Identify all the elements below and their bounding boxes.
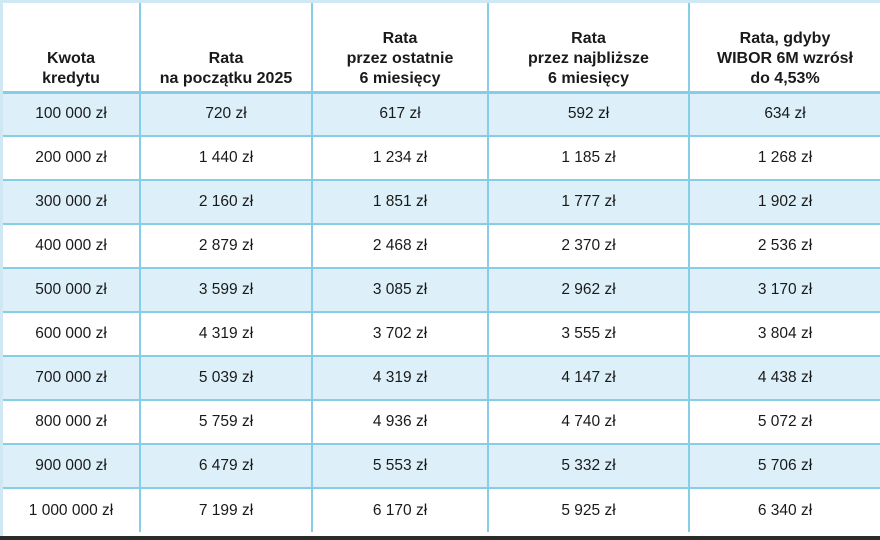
installment-if-wibor-rose-cell: 4 438 zł — [689, 356, 880, 401]
installment-last-6-months-cell: 617 zł — [312, 92, 489, 137]
installment-last-6-months-cell: 4 319 zł — [312, 356, 489, 401]
bottom-divider — [0, 536, 880, 540]
installment-next-6-months-cell: 4 740 zł — [488, 400, 690, 445]
installment-start-2025-cell: 5 039 zł — [140, 356, 313, 401]
installment-last-6-months-cell: 1 234 zł — [312, 136, 489, 181]
header-installment-next-6-months: Rata przez najbliższe 6 miesięcy — [488, 3, 690, 94]
table-header-row: Kwota kredytu Rata na początku 2025 Rata… — [3, 3, 880, 94]
loan-amount-cell: 400 000 zł — [3, 224, 141, 269]
installment-next-6-months-cell: 2 370 zł — [488, 224, 690, 269]
table-row: 200 000 zł 1 440 zł 1 234 zł 1 185 zł 1 268 … — [3, 136, 880, 181]
installment-next-6-months-cell: 2 962 zł — [488, 268, 690, 313]
installment-last-6-months-cell: 6 170 zł — [312, 488, 489, 532]
installment-last-6-months-cell: 2 468 zł — [312, 224, 489, 269]
header-installment-last-6-months: Rata przez ostatnie 6 miesięcy — [312, 3, 489, 94]
installment-start-2025-cell: 3 599 zł — [140, 268, 313, 313]
table-row: 700 000 zł 5 039 zł 4 319 zł 4 147 zł 4 438 … — [3, 356, 880, 401]
table-row: 500 000 zł 3 599 zł 3 085 zł 2 962 zł 3 170 … — [3, 268, 880, 313]
installment-start-2025-cell: 1 440 zł — [140, 136, 313, 181]
installment-next-6-months-cell: 1 777 zł — [488, 180, 690, 225]
table-row: 900 000 zł 6 479 zł 5 553 zł 5 332 zł 5 706 … — [3, 444, 880, 489]
installment-if-wibor-rose-cell: 634 zł — [689, 92, 880, 137]
installment-if-wibor-rose-cell: 5 072 zł — [689, 400, 880, 445]
installment-start-2025-cell: 4 319 zł — [140, 312, 313, 357]
installment-start-2025-cell: 6 479 zł — [140, 444, 313, 489]
installment-start-2025-cell: 5 759 zł — [140, 400, 313, 445]
loan-amount-cell: 500 000 zł — [3, 268, 141, 313]
installment-start-2025-cell: 2 879 zł — [140, 224, 313, 269]
installment-if-wibor-rose-cell: 1 268 zł — [689, 136, 880, 181]
installment-if-wibor-rose-cell: 5 706 zł — [689, 444, 880, 489]
installment-start-2025-cell: 720 zł — [140, 92, 313, 137]
installment-start-2025-cell: 2 160 zł — [140, 180, 313, 225]
installment-next-6-months-cell: 3 555 zł — [488, 312, 690, 357]
installment-table: Kwota kredytu Rata na początku 2025 Rata… — [3, 3, 880, 532]
installment-next-6-months-cell: 5 925 zł — [488, 488, 690, 532]
loan-amount-cell: 600 000 zł — [3, 312, 141, 357]
header-loan-amount: Kwota kredytu — [3, 3, 141, 94]
installment-start-2025-cell: 7 199 zł — [140, 488, 313, 532]
table-body: 100 000 zł 720 zł 617 zł 592 zł 634 zł 200 00… — [3, 92, 880, 532]
loan-amount-cell: 1 000 000 zł — [3, 488, 141, 532]
loan-amount-cell: 800 000 zł — [3, 400, 141, 445]
table-row: 600 000 zł 4 319 zł 3 702 zł 3 555 zł 3 804 … — [3, 312, 880, 357]
loan-amount-cell: 100 000 zł — [3, 92, 141, 137]
installment-next-6-months-cell: 5 332 zł — [488, 444, 690, 489]
installment-last-6-months-cell: 3 085 zł — [312, 268, 489, 313]
installment-if-wibor-rose-cell: 2 536 zł — [689, 224, 880, 269]
installment-if-wibor-rose-cell: 3 170 zł — [689, 268, 880, 313]
installment-if-wibor-rose-cell: 3 804 zł — [689, 312, 880, 357]
installment-next-6-months-cell: 1 185 zł — [488, 136, 690, 181]
installment-last-6-months-cell: 4 936 zł — [312, 400, 489, 445]
loan-amount-cell: 700 000 zł — [3, 356, 141, 401]
table-row: 100 000 zł 720 zł 617 zł 592 zł 634 zł — [3, 92, 880, 137]
table-row: 300 000 zł 2 160 zł 1 851 zł 1 777 zł 1 902 … — [3, 180, 880, 225]
installment-if-wibor-rose-cell: 6 340 zł — [757, 501, 813, 519]
loan-amount-cell: 900 000 zł — [3, 444, 141, 489]
installment-last-6-months-cell: 3 702 zł — [312, 312, 489, 357]
table-row: 400 000 zł 2 879 zł 2 468 zł 2 370 zł 2 536 … — [3, 224, 880, 269]
table-row: 1 000 000 zł 7 199 zł 6 170 zł 5 925 zł 6 34… — [3, 488, 880, 532]
header-installment-if-wibor-rose: Rata, gdyby WIBOR 6M wzrósł do 4,53% — [689, 3, 880, 94]
installment-if-wibor-rose-cell: 1 902 zł — [689, 180, 880, 225]
header-installment-start-2025: Rata na początku 2025 — [140, 3, 313, 94]
installment-last-6-months-cell: 1 851 zł — [312, 180, 489, 225]
installment-next-6-months-cell: 592 zł — [488, 92, 690, 137]
installment-next-6-months-cell: 4 147 zł — [488, 356, 690, 401]
loan-amount-cell: 300 000 zł — [3, 180, 141, 225]
loan-amount-cell: 200 000 zł — [3, 136, 141, 181]
table-row: 800 000 zł 5 759 zł 4 936 zł 4 740 zł 5 072 … — [3, 400, 880, 445]
installment-last-6-months-cell: 5 553 zł — [312, 444, 489, 489]
